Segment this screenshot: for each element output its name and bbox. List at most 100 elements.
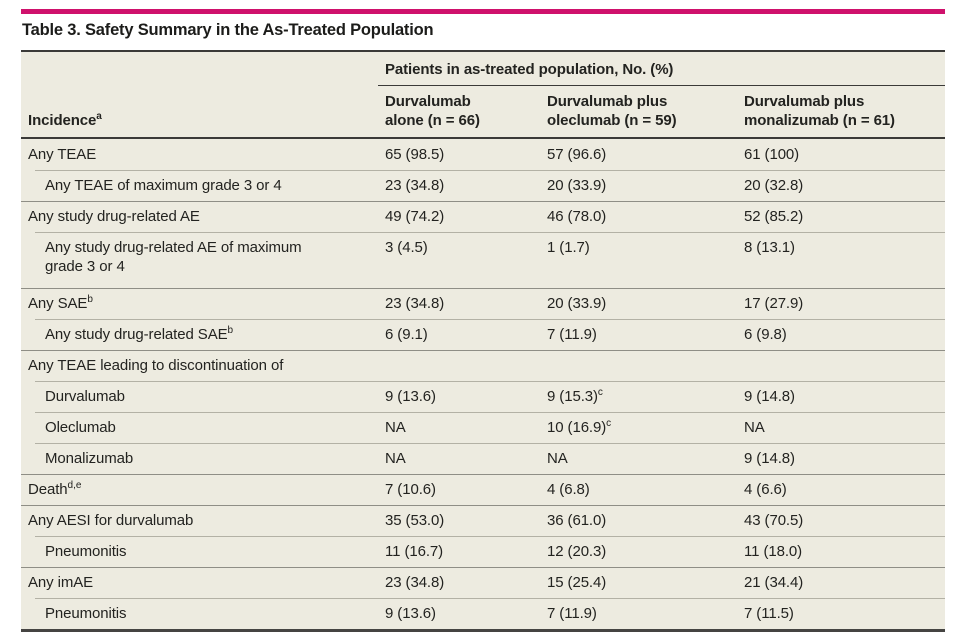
cell-value: 8 (13.1) [744,238,795,256]
cell-value: 23 (34.8) [385,294,445,312]
table-row: Any TEAE leading to discontinuation of [21,349,945,381]
table-row: Monalizumab NA NA 9 (14.8) [21,442,945,474]
cell-value: 9 (15.3)c [547,386,603,405]
column-header-durvalumab-alone: Durvalumab alone (n = 66) [385,92,480,129]
row-label: Any study drug-related AE [28,207,200,225]
cell-value: 43 (70.5) [744,511,804,529]
cell-value: 4 (6.8) [547,480,590,498]
row-label: Monalizumab [45,449,134,467]
row-separator [35,411,945,413]
table-row: Pneumonitis 11 (16.7) 12 (20.3) 11 (18.0) [21,535,945,567]
title-rule [21,50,945,52]
cell-value: NA [385,449,406,467]
cell-value: 65 (98.5) [385,145,445,163]
table-title: Table 3. Safety Summary in the As-Treate… [22,21,434,39]
table-row: Any study drug-related AE of maximum gra… [21,231,945,288]
table-row: Any study drug-related SAEb 6 (9.1) 7 (11.… [21,318,945,350]
cell-value: 21 (34.4) [744,573,804,591]
cell-value: 52 (85.2) [744,207,804,225]
row-separator [35,231,945,233]
row-label: Any TEAE of maximum grade 3 or 4 [45,176,282,194]
cell-value: 49 (74.2) [385,207,445,225]
row-label: Any SAEb [28,293,93,312]
table-row: Pneumonitis 9 (13.6) 7 (11.9) 7 (11.5) [21,597,945,629]
row-separator [35,380,945,382]
stub-header: Incidencea [28,110,102,129]
table-row: Any TEAE of maximum grade 3 or 4 23 (34.8… [21,169,945,201]
cell-value: 6 (9.8) [744,325,787,343]
cell-value: 11 (16.7) [385,542,444,560]
cell-value: 3 (4.5) [385,238,428,256]
row-separator [35,169,945,171]
cell-value: 9 (14.8) [744,449,795,467]
row-separator [35,442,945,444]
row-separator [21,504,945,506]
cell-value: 12 (20.3) [547,542,607,560]
cell-value: 6 (9.1) [385,325,428,343]
row-label: Deathd,e [28,479,82,498]
table-row: Any imAE 23 (34.8) 15 (25.4) 21 (34.4) [21,566,945,598]
row-separator [35,597,945,599]
cell-value: 36 (61.0) [547,511,607,529]
cell-value: 4 (6.6) [744,480,787,498]
column-header-durvalumab-oleclumab: Durvalumab plus oleclumab (n = 59) [547,92,677,129]
row-label: Durvalumab [45,387,125,405]
row-label: Pneumonitis [45,604,127,622]
table-row: Durvalumab 9 (13.6) 9 (15.3)c 9 (14.8) [21,380,945,412]
row-label: Any study drug-related AE of maximum gra… [45,238,302,276]
cell-value: 9 (13.6) [385,604,436,622]
cell-value: 23 (34.8) [385,573,445,591]
cell-value: 7 (10.6) [385,480,436,498]
cell-value: 7 (11.5) [744,604,794,622]
cell-value: 23 (34.8) [385,176,445,194]
row-separator [21,349,945,351]
cell-value [540,350,737,381]
table-row: Deathd,e 7 (10.6) 4 (6.8) 4 (6.6) [21,473,945,505]
span-header: Patients in as-treated population, No. (… [378,52,945,86]
cell-value [378,350,540,381]
table-row: Any SAEb 23 (34.8) 20 (33.9) 17 (27.9) [21,287,945,319]
cell-value: NA [547,449,568,467]
cell-value: 20 (33.9) [547,176,607,194]
cell-value: 9 (14.8) [744,387,795,405]
row-separator [21,566,945,568]
cell-value: 11 (18.0) [744,542,803,560]
table-header: Patients in as-treated population, No. (… [21,52,945,86]
accent-bar [21,9,945,14]
row-separator [21,473,945,475]
cell-value: 57 (96.6) [547,145,607,163]
cell-value: 35 (53.0) [385,511,445,529]
cell-value: 7 (11.9) [547,604,597,622]
cell-value: 9 (13.6) [385,387,436,405]
row-label: Oleclumab [45,418,116,436]
row-label: Any imAE [28,573,94,591]
cell-value: 20 (33.9) [547,294,607,312]
cell-value: 7 (11.9) [547,325,597,343]
cell-value: 46 (78.0) [547,207,607,225]
column-header-durvalumab-monalizumab: Durvalumab plus monalizumab (n = 61) [744,92,895,129]
table-row: Any study drug-related AE 49 (74.2) 46 (78… [21,200,945,232]
cell-value: 10 (16.9)c [547,417,612,436]
row-label: Any TEAE leading to discontinuation of [28,356,284,374]
table-body: Any TEAE 65 (98.5) 57 (96.6) 61 (100) Any TE… [21,139,945,629]
cell-value: NA [744,418,765,436]
row-separator [35,318,945,320]
cell-value: 17 (27.9) [744,294,804,312]
row-label: Any TEAE [28,145,97,163]
row-separator [21,200,945,202]
table-row: Oleclumab NA 10 (16.9)c NA [21,411,945,443]
table-row: Any AESI for durvalumab 35 (53.0) 36 (61.0… [21,504,945,536]
row-separator [21,287,945,289]
cell-value: NA [385,418,406,436]
row-label: Any AESI for durvalumab [28,511,194,529]
cell-value: 61 (100) [744,145,800,163]
cell-value: 15 (25.4) [547,573,607,591]
cell-value: 1 (1.7) [547,238,590,256]
column-header-row: Incidencea Durvalumab alone (n = 66) Dur… [21,86,945,139]
row-label: Any study drug-related SAEb [45,324,234,343]
row-separator [35,535,945,537]
cell-value [737,350,945,381]
safety-table: Patients in as-treated population, No. (… [21,52,945,632]
table-row: Any TEAE 65 (98.5) 57 (96.6) 61 (100) [21,139,945,170]
cell-value: 20 (32.8) [744,176,804,194]
